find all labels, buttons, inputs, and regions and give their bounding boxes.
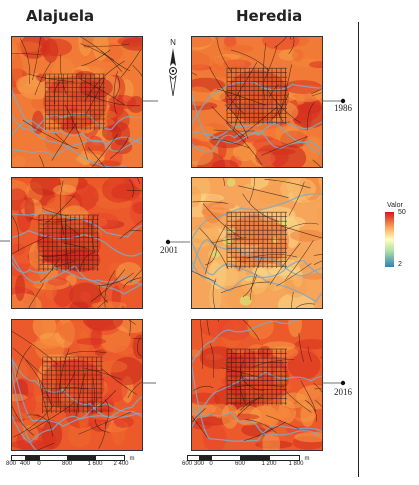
map-alajuela-2001 <box>11 177 143 309</box>
year-label-2001: 2001 <box>160 245 178 255</box>
map-heredia-1986 <box>191 36 323 168</box>
scale-label: 1 200 <box>261 461 277 467</box>
scale-label: 300 <box>193 461 205 467</box>
map-heredia-2001 <box>191 177 323 309</box>
scale-bar-alajuela: 800 400 0 800 1 600 2 400 m <box>6 455 135 469</box>
scale-label: 800 <box>5 461 17 467</box>
scale-unit: m <box>304 456 310 462</box>
scale-unit: m <box>129 456 135 462</box>
scale-label: 800 <box>61 461 73 467</box>
scale-label: 600 <box>181 461 193 467</box>
north-arrow-icon: N <box>169 38 177 97</box>
map-heredia-2016 <box>191 319 323 451</box>
scale-label: 0 <box>209 461 213 467</box>
legend-min-label: 2 <box>398 261 402 268</box>
scale-label: 1 800 <box>288 461 304 467</box>
legend-max-label: 50 <box>398 209 406 216</box>
scale-label: 400 <box>19 461 31 467</box>
year-label-2016: 2016 <box>334 387 352 397</box>
legend-title: Valor <box>387 202 403 209</box>
year-label-1986: 1986 <box>334 103 352 113</box>
map-alajuela-1986 <box>11 36 143 168</box>
title-heredia: Heredia <box>236 7 303 25</box>
scale-label: 600 <box>234 461 246 467</box>
scale-label: 0 <box>37 461 41 467</box>
title-alajuela: Alajuela <box>26 7 95 25</box>
legend-color-ramp <box>385 212 394 267</box>
map-alajuela-2016 <box>11 319 143 451</box>
north-label: N <box>170 38 176 47</box>
scale-label: 1 600 <box>87 461 103 467</box>
separator-line <box>358 22 359 477</box>
scale-bar-heredia: 600 300 0 600 1 200 1 800 m <box>182 455 310 469</box>
scale-label: 2 400 <box>113 461 129 467</box>
